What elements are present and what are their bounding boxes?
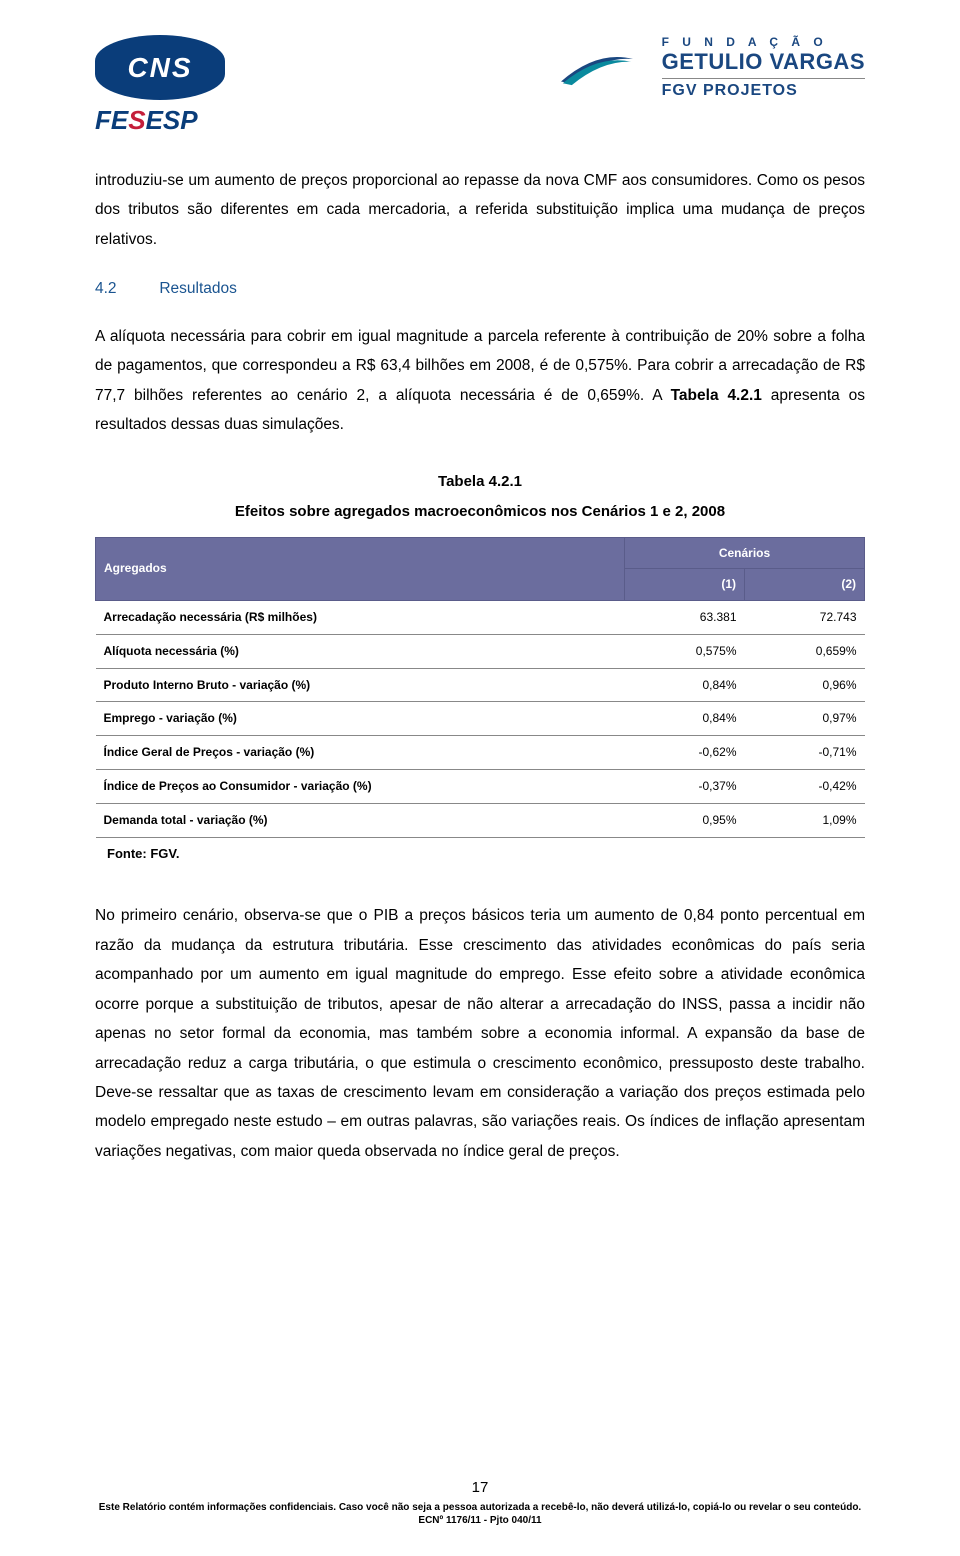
th-colnum: (1)	[625, 569, 745, 601]
paragraph-2: A alíquota necessária para cobrir em igu…	[95, 322, 865, 440]
fesesp-logo: FESESP	[95, 105, 225, 136]
logos-left: FESESP	[95, 35, 225, 136]
table-row: Emprego - variação (%)0,84%0,97%	[96, 702, 865, 736]
th-colnum: (2)	[745, 569, 865, 601]
row-value-2: -0,71%	[745, 736, 865, 770]
row-value-1: 0,84%	[625, 668, 745, 702]
page-number: 17	[0, 1479, 960, 1496]
footer-confidential: Este Relatório contém informações confid…	[0, 1502, 960, 1513]
table-row: Produto Interno Bruto - variação (%)0,84…	[96, 668, 865, 702]
row-value-2: 1,09%	[745, 803, 865, 837]
cns-logo	[95, 35, 225, 100]
row-label: Produto Interno Bruto - variação (%)	[96, 668, 625, 702]
para2-bold: Tabela 4.2.1	[671, 387, 762, 404]
results-table: Agregados Cenários (1)(2) Arrecadação ne…	[95, 537, 865, 838]
th-cenarios: Cenários	[625, 537, 865, 569]
section-number: 4.2	[95, 274, 155, 303]
row-value-1: 0,95%	[625, 803, 745, 837]
table-caption: Tabela 4.2.1	[95, 468, 865, 497]
row-value-2: 0,659%	[745, 634, 865, 668]
page-footer: 17 Este Relatório contém informações con…	[0, 1479, 960, 1526]
table-row: Arrecadação necessária (R$ milhões)63.38…	[96, 601, 865, 635]
row-label: Demanda total - variação (%)	[96, 803, 625, 837]
fgv-text-block: F U N D A Ç Ã O GETULIO VARGAS FGV PROJE…	[662, 35, 865, 100]
row-value-1: 0,84%	[625, 702, 745, 736]
row-value-1: 0,575%	[625, 634, 745, 668]
footer-ref: ECNº 1176/11 - Pjto 040/11	[0, 1515, 960, 1526]
table-subtitle: Efeitos sobre agregados macroeconômicos …	[95, 498, 865, 527]
paragraph-3: No primeiro cenário, observa-se que o PI…	[95, 901, 865, 1166]
table-source: Fonte: FGV.	[107, 842, 865, 867]
table-body: Arrecadação necessária (R$ milhões)63.38…	[96, 601, 865, 838]
fgv-fundacao-text: F U N D A Ç Ã O	[662, 35, 828, 49]
table-row: Demanda total - variação (%)0,95%1,09%	[96, 803, 865, 837]
table-row: Índice Geral de Preços - variação (%)-0,…	[96, 736, 865, 770]
section-title: Resultados	[159, 280, 237, 297]
th-agregados: Agregados	[96, 537, 625, 601]
row-value-1: -0,62%	[625, 736, 745, 770]
page-header: FESESP F U N D A Ç Ã O GETULIO VARGAS FG…	[95, 35, 865, 136]
fgv-swoosh-icon	[552, 43, 642, 93]
logos-right: F U N D A Ç Ã O GETULIO VARGAS FGV PROJE…	[552, 35, 865, 100]
row-label: Alíquota necessária (%)	[96, 634, 625, 668]
table-row: Índice de Preços ao Consumidor - variaçã…	[96, 770, 865, 804]
row-value-2: 0,97%	[745, 702, 865, 736]
section-heading: 4.2 Resultados	[95, 274, 865, 303]
main-content: introduziu-se um aumento de preços propo…	[95, 166, 865, 1166]
row-value-1: 63.381	[625, 601, 745, 635]
fgv-divider	[662, 78, 865, 79]
row-label: Índice Geral de Preços - variação (%)	[96, 736, 625, 770]
row-value-1: -0,37%	[625, 770, 745, 804]
fgv-getulio-text: GETULIO VARGAS	[662, 49, 865, 75]
row-label: Índice de Preços ao Consumidor - variaçã…	[96, 770, 625, 804]
fgv-projetos-text: FGV PROJETOS	[662, 82, 798, 100]
table-row: Alíquota necessária (%)0,575%0,659%	[96, 634, 865, 668]
row-value-2: 72.743	[745, 601, 865, 635]
paragraph-1: introduziu-se um aumento de preços propo…	[95, 166, 865, 254]
row-label: Emprego - variação (%)	[96, 702, 625, 736]
row-label: Arrecadação necessária (R$ milhões)	[96, 601, 625, 635]
row-value-2: -0,42%	[745, 770, 865, 804]
row-value-2: 0,96%	[745, 668, 865, 702]
